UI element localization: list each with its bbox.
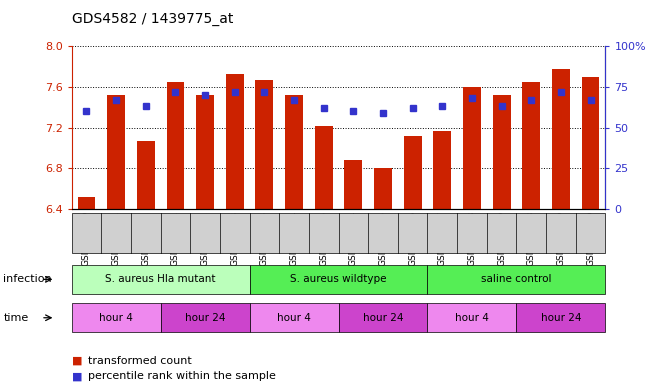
Text: time: time xyxy=(3,313,29,323)
Text: percentile rank within the sample: percentile rank within the sample xyxy=(88,371,276,381)
Bar xyxy=(582,77,600,209)
Text: ■: ■ xyxy=(72,371,82,381)
Bar xyxy=(285,95,303,209)
Bar xyxy=(226,74,243,209)
Text: saline control: saline control xyxy=(481,274,551,285)
Text: GDS4582 / 1439775_at: GDS4582 / 1439775_at xyxy=(72,12,233,25)
Bar xyxy=(552,68,570,209)
Bar xyxy=(315,126,333,209)
Bar xyxy=(522,82,540,209)
Bar xyxy=(374,169,392,209)
Text: hour 4: hour 4 xyxy=(99,313,133,323)
Bar xyxy=(107,95,125,209)
Text: hour 24: hour 24 xyxy=(185,313,225,323)
Text: hour 24: hour 24 xyxy=(541,313,581,323)
Bar xyxy=(77,197,95,209)
Text: hour 4: hour 4 xyxy=(455,313,489,323)
Bar xyxy=(344,161,362,209)
Bar xyxy=(137,141,155,209)
Text: transformed count: transformed count xyxy=(88,356,191,366)
Bar xyxy=(434,131,451,209)
Text: infection: infection xyxy=(3,274,52,285)
Bar xyxy=(493,95,510,209)
Text: ■: ■ xyxy=(72,356,82,366)
Bar xyxy=(196,95,214,209)
Text: hour 24: hour 24 xyxy=(363,313,403,323)
Bar xyxy=(463,87,481,209)
Bar xyxy=(255,80,273,209)
Text: S. aureus Hla mutant: S. aureus Hla mutant xyxy=(105,274,216,285)
Text: hour 4: hour 4 xyxy=(277,313,311,323)
Text: S. aureus wildtype: S. aureus wildtype xyxy=(290,274,387,285)
Bar xyxy=(167,82,184,209)
Bar xyxy=(404,136,422,209)
